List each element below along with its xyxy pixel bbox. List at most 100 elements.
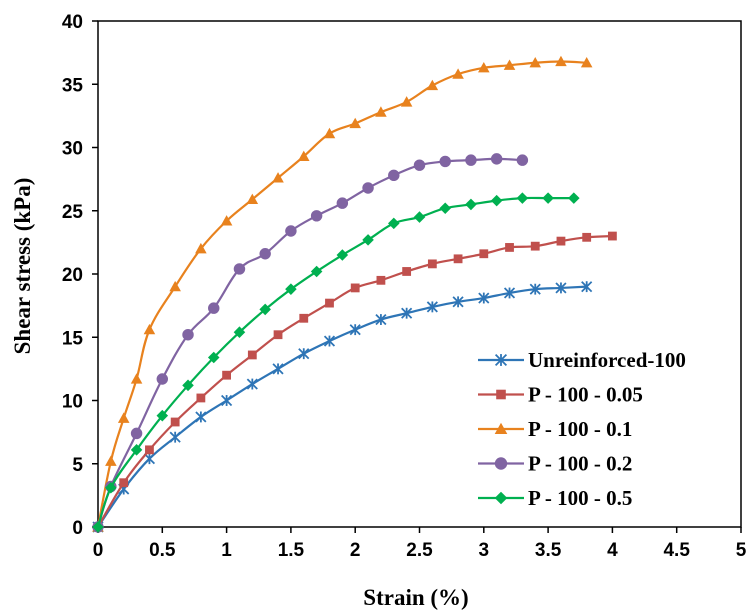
data-point — [323, 335, 336, 347]
data-point — [207, 351, 220, 364]
data-point — [490, 153, 503, 165]
y-axis-title: Shear stress (kPa) — [10, 178, 35, 355]
data-point — [580, 56, 593, 68]
data-point — [465, 154, 477, 166]
data-point — [272, 172, 284, 183]
data-point — [362, 234, 374, 246]
y-tick-label: 20 — [62, 265, 83, 286]
data-point — [336, 197, 349, 209]
y-tick-label: 5 — [72, 455, 83, 476]
legend-label: Unreinforced-100 — [528, 348, 686, 372]
legend-label: P - 100 - 0.1 — [528, 417, 632, 441]
data-point — [503, 287, 516, 299]
data-point — [582, 232, 592, 242]
y-tick-label: 40 — [62, 12, 83, 33]
data-point — [195, 242, 207, 254]
series-2 — [93, 231, 617, 532]
data-point — [608, 231, 617, 241]
data-point — [529, 56, 542, 68]
data-point — [555, 282, 567, 294]
data-point — [105, 482, 117, 494]
data-point — [259, 303, 271, 316]
data-point — [298, 348, 310, 360]
series-line — [96, 157, 523, 528]
data-point — [529, 283, 541, 295]
data-point — [439, 155, 451, 168]
data-point — [542, 192, 554, 204]
data-point — [156, 409, 169, 422]
data-point — [233, 263, 246, 275]
data-point — [555, 55, 567, 67]
x-tick-label: 4 — [607, 540, 618, 561]
x-tick-label: 1 — [221, 540, 232, 561]
legend-label: P - 100 - 0.5 — [528, 486, 632, 510]
data-point — [530, 241, 540, 251]
y-tick-label: 0 — [72, 518, 83, 539]
x-tick-label: 5 — [736, 540, 747, 561]
data-point — [220, 215, 233, 226]
data-point — [452, 296, 464, 308]
data-point — [479, 249, 489, 259]
data-point — [169, 280, 181, 292]
data-point — [494, 353, 508, 367]
data-point — [439, 202, 451, 214]
data-point — [208, 302, 220, 314]
series-5 — [92, 192, 580, 533]
legend-entry: Unreinforced-100 — [478, 348, 686, 372]
data-point — [247, 350, 257, 360]
data-point — [169, 431, 181, 443]
plot-area — [97, 20, 742, 528]
x-tick-label: 0.5 — [149, 540, 176, 561]
data-point — [426, 301, 438, 313]
data-point — [401, 307, 413, 319]
data-point — [503, 59, 516, 70]
x-tick-label: 3.5 — [535, 540, 562, 561]
x-tick-label: 4.5 — [663, 540, 690, 561]
data-point — [350, 283, 360, 293]
legend-entry: P - 100 - 0.5 — [478, 486, 632, 510]
data-point — [310, 265, 323, 278]
data-point — [323, 127, 336, 139]
data-point — [400, 96, 413, 107]
data-point — [259, 248, 271, 260]
data-point — [246, 193, 259, 204]
data-point — [427, 259, 437, 269]
data-point — [130, 444, 143, 456]
data-point — [375, 313, 387, 326]
data-point — [182, 379, 194, 392]
data-point — [494, 422, 508, 435]
data-point — [516, 192, 529, 204]
data-point — [465, 198, 477, 211]
data-point — [349, 324, 361, 336]
data-point — [299, 313, 309, 323]
data-point — [105, 455, 117, 466]
data-point — [143, 323, 156, 335]
data-point — [297, 150, 310, 161]
data-point — [117, 412, 130, 423]
legend-label: P - 100 - 0.05 — [528, 383, 643, 407]
data-point — [145, 445, 154, 455]
data-point — [130, 427, 143, 440]
x-tick-label: 1.5 — [278, 540, 305, 561]
legend-entry: P - 100 - 0.2 — [478, 452, 632, 476]
data-point — [285, 283, 297, 295]
data-point — [478, 62, 490, 73]
data-point — [568, 192, 580, 204]
y-tick-label: 25 — [62, 202, 84, 223]
x-tick-label: 0 — [93, 540, 104, 561]
data-point — [494, 491, 508, 505]
data-point — [119, 478, 129, 488]
data-point — [130, 373, 143, 384]
data-point — [182, 328, 194, 341]
data-point — [156, 373, 169, 385]
data-point — [413, 159, 426, 171]
data-point — [195, 411, 207, 423]
series-4 — [92, 153, 529, 533]
data-point — [388, 169, 400, 182]
data-point — [325, 298, 334, 308]
data-point — [556, 236, 566, 246]
x-tick-label: 2 — [350, 540, 361, 561]
y-tick-label: 15 — [62, 328, 84, 349]
data-point — [453, 254, 463, 264]
